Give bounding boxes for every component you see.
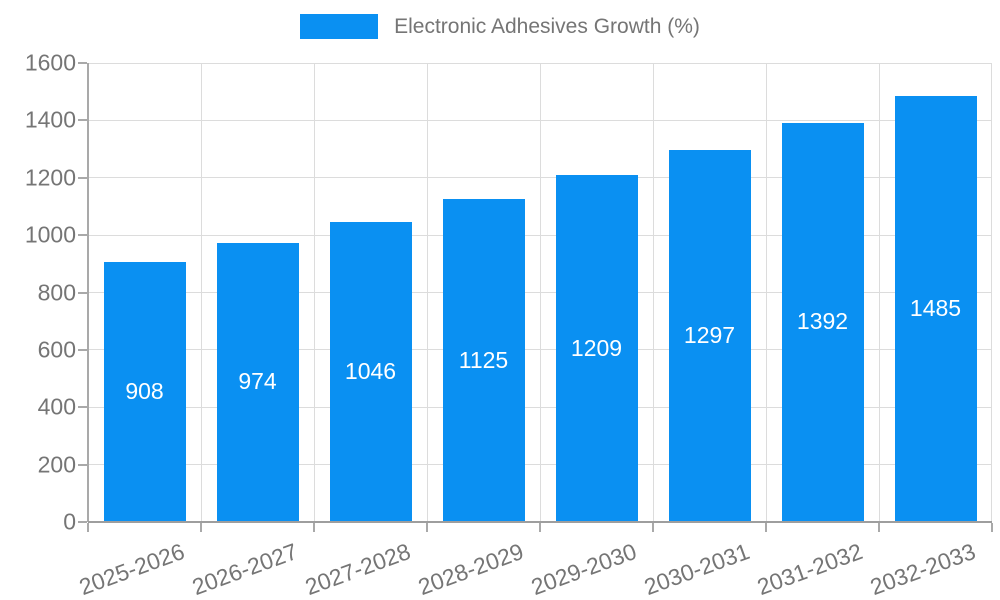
plot-area: 908 974 1046 1125 1209 1297 1392 1485 0 200 400 60… — [25, 50, 993, 600]
y-axis-tick-label: 1400 — [24, 106, 76, 133]
y-axis-tick-label: 400 — [37, 393, 76, 420]
y-axis-tick — [78, 291, 87, 294]
x-axis-tick — [765, 523, 767, 532]
gridline-v — [652, 63, 654, 522]
x-axis-line — [88, 521, 992, 523]
y-axis-tick-label: 1600 — [24, 49, 76, 76]
bar-2030-2031: 1297 — [668, 149, 751, 522]
bar-2027-2028: 1046 — [329, 221, 412, 522]
gridline-v — [313, 63, 315, 522]
gridline-v — [426, 63, 428, 522]
x-axis-tick-label: 2031-2032 — [753, 538, 866, 600]
bar-2028-2029: 1125 — [442, 199, 525, 522]
y-axis-tick — [78, 62, 87, 64]
bar-value-label: 1125 — [458, 346, 509, 373]
y-axis-tick-label: 0 — [63, 508, 76, 535]
x-axis-tick — [539, 523, 541, 532]
x-axis-tick-label: 2030-2031 — [640, 538, 753, 600]
y-axis-line — [87, 63, 89, 522]
x-axis-tick — [87, 523, 89, 532]
y-axis-tick — [78, 463, 87, 466]
bar-value-label: 1297 — [683, 321, 736, 348]
x-axis-tick — [200, 523, 202, 532]
y-axis-tick-label: 1200 — [24, 164, 76, 191]
bar-2026-2027: 974 — [216, 242, 299, 522]
x-axis-tick-label: 2027-2028 — [301, 538, 414, 600]
bar-2029-2030: 1209 — [555, 175, 638, 522]
bar-value-label: 1485 — [909, 295, 962, 321]
bar-value-label: 1392 — [796, 308, 849, 335]
legend-label[interactable]: Electronic Adhesives Growth (%) — [394, 14, 700, 38]
gridline-v — [200, 63, 202, 522]
x-axis-tick-label: 2028-2029 — [414, 538, 527, 600]
x-axis-tick-label: 2025-2026 — [75, 538, 188, 600]
y-axis-tick-label: 800 — [37, 279, 76, 305]
y-axis-tick-label: 600 — [37, 336, 76, 363]
x-axis-tick — [652, 523, 654, 532]
bar-value-label: 908 — [125, 377, 164, 404]
gridline-v — [878, 63, 880, 522]
y-axis-tick — [78, 176, 87, 179]
y-axis-tick — [78, 521, 87, 523]
x-axis-tick — [426, 523, 428, 532]
bar-value-label: 974 — [238, 368, 277, 395]
x-axis-tick-label: 2029-2030 — [527, 538, 640, 600]
x-axis-tick — [878, 523, 880, 532]
y-axis-tick-label: 1000 — [24, 221, 76, 248]
y-axis-tick — [78, 234, 87, 237]
gridline-v — [539, 63, 541, 522]
bar-2031-2032: 1392 — [781, 122, 864, 522]
x-axis-tick-label: 2032-2033 — [866, 538, 979, 600]
bar-2032-2033: 1485 — [894, 96, 977, 522]
y-axis-tick — [78, 406, 87, 409]
x-axis-tick — [991, 523, 993, 532]
y-axis-tick — [78, 348, 87, 351]
x-axis-tick-label: 2026-2027 — [188, 538, 301, 600]
bar-2025-2026: 908 — [103, 261, 186, 522]
y-axis-tick-label: 200 — [37, 451, 76, 478]
x-axis-tick — [313, 523, 315, 532]
gridline-v — [765, 63, 767, 522]
y-axis-tick — [78, 119, 87, 122]
gridline-v — [991, 63, 992, 522]
legend[interactable]: Electronic Adhesives Growth (%) — [0, 14, 1000, 39]
legend-swatch[interactable] — [300, 14, 379, 39]
bar-value-label: 1209 — [570, 334, 623, 361]
bar-value-label: 1046 — [344, 357, 397, 384]
